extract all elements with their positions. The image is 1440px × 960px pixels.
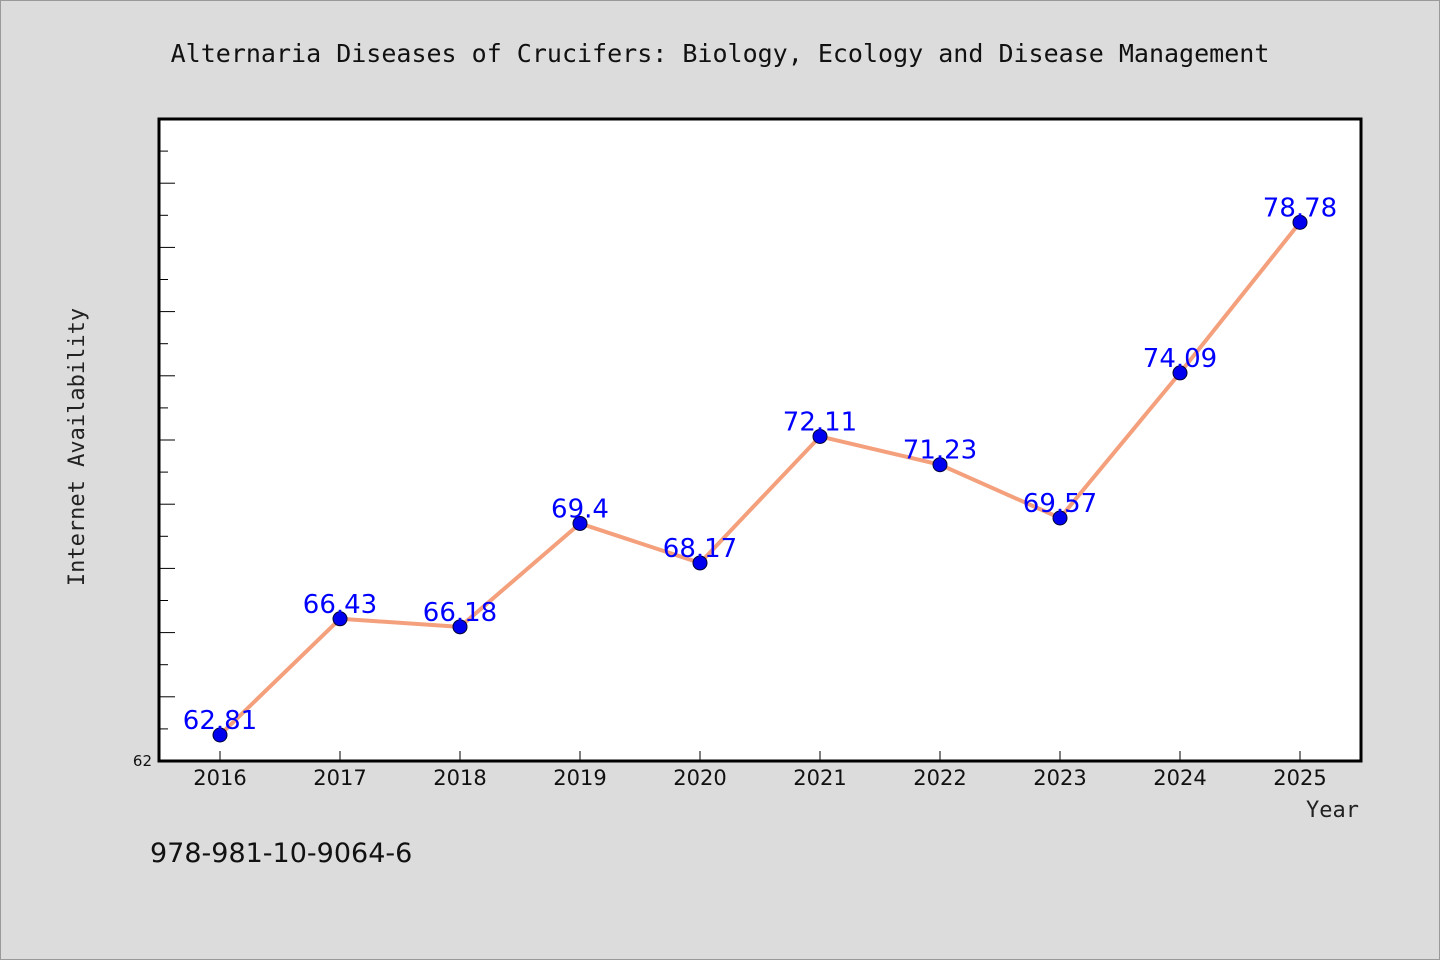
data-point	[812, 428, 828, 444]
data-point	[1052, 510, 1068, 526]
x-tick-label: 2023	[1033, 766, 1086, 790]
data-point	[692, 555, 708, 571]
x-tick-label: 2025	[1273, 766, 1326, 790]
data-label: 68.17	[663, 534, 737, 564]
data-point	[1172, 365, 1188, 381]
data-point	[572, 515, 588, 531]
data-point	[932, 457, 948, 473]
data-label: 62.81	[183, 706, 257, 736]
series-line	[218, 220, 1302, 737]
data-label: 72.11	[783, 407, 857, 437]
data-label: 69.57	[1023, 489, 1097, 519]
x-axis-ticks: 2016 2017 2018 2019 2020 2021 2022 2023 2024 2025	[193, 751, 1327, 790]
data-point	[332, 611, 348, 627]
x-tick-label: 2018	[433, 766, 486, 790]
plot-area	[159, 119, 1361, 761]
chart-title: Alternaria Diseases of Crucifers: Biolog…	[171, 39, 1270, 68]
x-tick-label: 2016	[193, 766, 246, 790]
x-tick-label: 2020	[673, 766, 726, 790]
data-point	[212, 727, 228, 743]
x-tick-label: 2022	[913, 766, 966, 790]
data-label: 66.18	[423, 598, 497, 628]
data-label: 78.78	[1263, 193, 1337, 223]
isbn-text: 978-981-10-9064-6	[150, 838, 412, 869]
data-point	[452, 619, 468, 635]
data-label: 69.4	[551, 494, 609, 524]
x-tick-label: 2024	[1153, 766, 1206, 790]
x-tick-label: 2021	[793, 766, 846, 790]
plot-border	[157, 117, 1363, 763]
series-layer: 62.81 66.43 66.18 69.4 68.17 72.11 71.23 69.57 7…	[183, 193, 1337, 743]
x-tick-label: 2017	[313, 766, 366, 790]
x-tick-label: 2019	[553, 766, 606, 790]
data-label: 71.23	[903, 436, 977, 466]
y-tick-label-62: 62	[133, 752, 152, 770]
data-label: 66.43	[303, 590, 377, 620]
data-point	[1292, 214, 1308, 230]
y-axis-label: Internet Availability	[65, 308, 90, 586]
data-label: 74.09	[1143, 344, 1217, 374]
x-axis-label: Year	[1306, 798, 1359, 823]
